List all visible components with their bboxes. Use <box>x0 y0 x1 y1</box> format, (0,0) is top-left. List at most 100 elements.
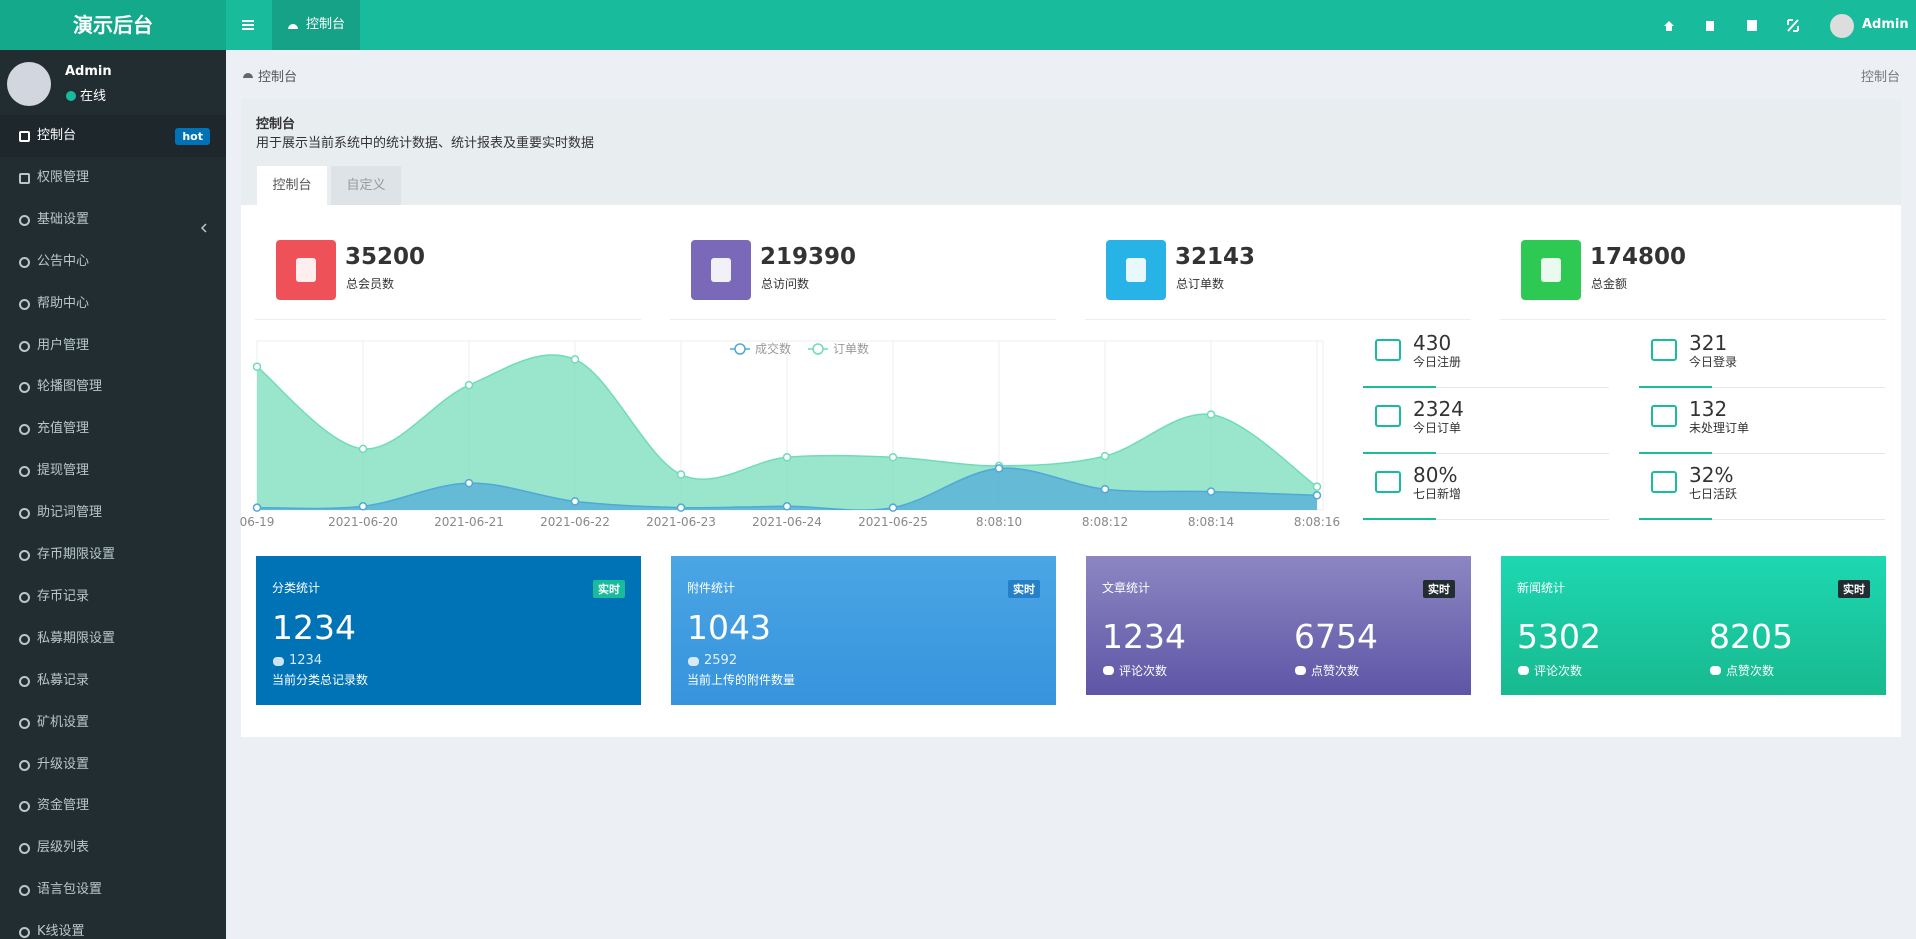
menu-item[interactable]: 用户管理 <box>0 325 226 367</box>
area <box>257 468 1317 510</box>
menu-icon <box>19 759 30 771</box>
chevron <box>200 223 207 233</box>
top-tab[interactable]: 控制台 <box>272 0 360 50</box>
menu-toggle[interactable] <box>242 19 254 31</box>
menu-item[interactable]: 助记词管理 <box>0 492 226 534</box>
menu-label: 私募记录 <box>37 672 90 688</box>
point <box>782 502 792 511</box>
card-label: 评论次数 <box>1119 664 1168 678</box>
menu-item[interactable]: 公告中心 <box>0 241 226 283</box>
card-icon <box>1103 666 1114 675</box>
menu-icon <box>19 508 30 520</box>
x-tick-label: 8:08:10 <box>976 515 1022 529</box>
divider-accent <box>1363 518 1436 520</box>
stat-card: 附件统计 实时 1043 2592 当前上传的附件数量 <box>671 556 1056 705</box>
stat-card: 分类统计 实时 1234 1234 当前分类总记录数 <box>256 556 641 705</box>
card-label: 评论次数 <box>1534 664 1583 678</box>
menu-icon <box>19 382 30 394</box>
stat-card: 新闻统计 实时 5302 评论次数 8205 点赞次数 <box>1501 556 1886 695</box>
x-tick-label: 8:08:14 <box>1188 515 1234 529</box>
x-tick-label: 2021-06-24 <box>752 515 822 529</box>
menu-label: 层级列表 <box>37 840 90 856</box>
mini-value: 132 <box>1689 397 1728 421</box>
menu-item[interactable]: 控制台 hot <box>0 115 226 157</box>
x-tick-label: 2021-06-21 <box>434 515 504 529</box>
menu-item[interactable]: 存币期限设置 <box>0 534 226 576</box>
divider <box>1363 519 1609 520</box>
stat-value: 219390 <box>760 244 857 270</box>
card-sub-value: 1234 <box>289 653 323 668</box>
user-avatar[interactable] <box>1830 14 1854 38</box>
card-badge: 实时 <box>1423 580 1455 598</box>
mini-icon <box>1651 405 1677 427</box>
menu-label: 矿机设置 <box>37 714 90 730</box>
menu-icon <box>19 340 30 352</box>
sidebar-status: 在线 <box>80 89 107 104</box>
card-value: 5302 <box>1517 617 1601 656</box>
menu-icon <box>19 633 30 645</box>
menu-item[interactable]: 矿机设置 <box>0 702 226 744</box>
stat-label: 总订单数 <box>1176 277 1225 291</box>
menu-label: 升级设置 <box>37 756 90 772</box>
mini-label: 七日活跃 <box>1689 487 1738 501</box>
logo: 演示后台 <box>0 0 226 50</box>
card-value: 1234 <box>1102 617 1186 656</box>
menu-icon <box>19 172 30 184</box>
menu-item[interactable]: 充值管理 <box>0 408 226 450</box>
point <box>1312 482 1322 491</box>
divider <box>670 319 1056 320</box>
panel-title: 控制台 <box>256 117 296 132</box>
point <box>676 503 686 512</box>
menu-item[interactable]: 权限管理 <box>0 157 226 199</box>
icon-glyph <box>296 258 316 282</box>
status-dot <box>66 91 76 101</box>
icon-glyph <box>711 258 731 282</box>
divider <box>1500 319 1886 320</box>
line <box>257 354 1318 488</box>
point <box>252 503 262 512</box>
divider <box>1639 387 1885 388</box>
divider <box>1639 519 1885 520</box>
header: 演示后台 控制台 Admin <box>0 0 1916 50</box>
tab[interactable]: 自定义 <box>331 166 401 205</box>
icon-glyph <box>1541 258 1561 282</box>
menu-item[interactable]: 基础设置 <box>0 199 226 241</box>
menu-item[interactable]: 存币记录 <box>0 576 226 618</box>
menu-item[interactable]: 私募记录 <box>0 660 226 702</box>
menu-item[interactable]: 私募期限设置 <box>0 618 226 660</box>
menu-label: 帮助中心 <box>37 295 90 311</box>
panel-description: 用于展示当前系统中的统计数据、统计报表及重要实时数据 <box>256 136 595 151</box>
menu-item[interactable]: 升级设置 <box>0 744 226 786</box>
menu-item[interactable]: 资金管理 <box>0 785 226 827</box>
menu-icon <box>19 550 30 561</box>
card-icon <box>1295 666 1306 675</box>
panel-heading <box>241 99 1901 205</box>
menu-item[interactable]: 帮助中心 <box>0 283 226 325</box>
divider <box>1085 319 1471 320</box>
stat-card: 文章统计 实时 1234 评论次数 6754 点赞次数 <box>1086 556 1471 695</box>
header-icons[interactable] <box>1662 19 1812 32</box>
divider-accent <box>1639 518 1712 520</box>
menu-icon <box>19 424 30 436</box>
point <box>782 453 792 462</box>
menu-icon <box>19 801 30 813</box>
point <box>1312 491 1322 500</box>
menu-item[interactable]: 语言包设置 <box>0 869 226 911</box>
mini-label: 今日登录 <box>1689 355 1738 369</box>
menu-item[interactable]: 提现管理 <box>0 450 226 492</box>
point <box>358 502 368 511</box>
tab[interactable]: 控制台 <box>257 166 327 205</box>
x-tick-label: 2021-06-20 <box>328 515 398 529</box>
menu-icon <box>19 927 30 939</box>
point <box>1206 487 1216 496</box>
x-tick-label: 2021-06-22 <box>540 515 610 529</box>
menu-badge: hot <box>175 128 210 145</box>
mini-icon <box>1375 339 1401 361</box>
menu-item[interactable]: K线设置 <box>0 911 226 939</box>
mini-value: 80% <box>1413 463 1458 487</box>
user-name[interactable]: Admin <box>1862 17 1909 32</box>
menu-item[interactable]: 层级列表 <box>0 827 226 869</box>
icon-glyph <box>1126 258 1146 282</box>
card-title: 文章统计 <box>1102 581 1151 595</box>
menu-item[interactable]: 轮播图管理 <box>0 366 226 408</box>
